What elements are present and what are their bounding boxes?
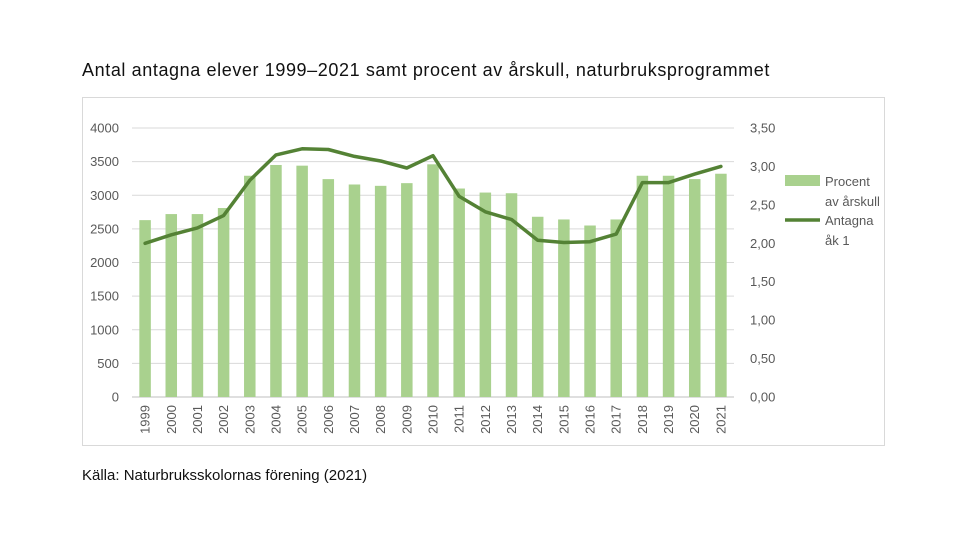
bar bbox=[558, 219, 570, 397]
bar bbox=[165, 214, 178, 397]
y-right-tick-label: 3,00 bbox=[750, 159, 775, 174]
y-right-tick-label: 2,00 bbox=[750, 236, 775, 251]
bar bbox=[453, 188, 465, 397]
x-tick-label: 2005 bbox=[295, 405, 310, 434]
x-tick-label: 2001 bbox=[190, 405, 205, 434]
x-tick-label: 2011 bbox=[452, 405, 467, 433]
legend-swatch-bars bbox=[785, 175, 820, 186]
x-tick-label: 2006 bbox=[321, 405, 336, 434]
bar bbox=[217, 208, 230, 397]
bar bbox=[322, 179, 335, 397]
x-tick-label: 2009 bbox=[399, 405, 414, 434]
x-tick-label: 1999 bbox=[138, 405, 153, 434]
x-tick-label: 2020 bbox=[687, 405, 702, 434]
legend-label: av årskull bbox=[825, 194, 880, 209]
x-tick-label: 2012 bbox=[478, 405, 493, 434]
bar bbox=[715, 173, 727, 397]
source-note: Källa: Naturbruksskolornas förening (202… bbox=[82, 467, 368, 484]
bar bbox=[191, 214, 204, 397]
y-left-tick-label: 3000 bbox=[90, 188, 119, 203]
y-right-tick-label: 3,50 bbox=[750, 121, 775, 136]
bar bbox=[479, 192, 492, 397]
y-left-tick-label: 2000 bbox=[90, 255, 119, 270]
x-tick-label: 2002 bbox=[216, 405, 231, 434]
x-tick-label: 2018 bbox=[635, 405, 650, 434]
bar bbox=[688, 179, 701, 397]
x-tick-label: 2016 bbox=[583, 405, 598, 434]
y-right-tick-label: 1,00 bbox=[750, 313, 775, 328]
x-tick-label: 2010 bbox=[426, 405, 441, 434]
x-tick-label: 2021 bbox=[713, 405, 728, 434]
x-tick-label: 2000 bbox=[164, 405, 179, 434]
chart-title: Antal antagna elever 1999–2021 samt proc… bbox=[82, 60, 770, 80]
bar bbox=[610, 219, 622, 397]
bar bbox=[139, 220, 151, 397]
bar bbox=[374, 185, 387, 397]
bar bbox=[636, 175, 649, 397]
bar bbox=[427, 164, 439, 397]
x-tick-label: 2017 bbox=[609, 405, 624, 434]
y-right-tick-label: 0,00 bbox=[750, 390, 775, 405]
x-tick-label: 2007 bbox=[347, 405, 362, 434]
bar bbox=[270, 164, 282, 397]
bar bbox=[662, 175, 675, 397]
x-tick-label: 2019 bbox=[661, 405, 676, 434]
x-tick-label: 2013 bbox=[504, 405, 519, 434]
bar bbox=[401, 183, 413, 397]
bar bbox=[296, 165, 308, 397]
y-left-tick-label: 500 bbox=[97, 356, 119, 371]
legend-label: Antagna bbox=[825, 213, 874, 228]
y-left-tick-label: 3500 bbox=[90, 154, 119, 169]
legend-label: åk 1 bbox=[825, 233, 850, 248]
y-left-tick-label: 2500 bbox=[90, 221, 119, 236]
x-tick-label: 2015 bbox=[556, 405, 571, 434]
y-left-tick-label: 1500 bbox=[90, 289, 119, 304]
chart-area: 0 500 1000 1500 2000 2500 3000 3500 4000 0,00 0,50… bbox=[82, 97, 885, 446]
y-right-tick-label: 1,50 bbox=[750, 274, 775, 289]
x-tick-label: 2014 bbox=[530, 405, 545, 434]
y-left-tick-label: 1000 bbox=[90, 322, 119, 337]
bar bbox=[244, 175, 256, 397]
bar bbox=[505, 193, 518, 397]
combo-chart: 0 500 1000 1500 2000 2500 3000 3500 4000 0,00 0,50… bbox=[90, 121, 880, 434]
y-left-tick-label: 0 bbox=[112, 390, 119, 405]
bar bbox=[531, 216, 544, 397]
x-tick-label: 2003 bbox=[242, 405, 257, 434]
x-tick-label: 2004 bbox=[268, 405, 283, 434]
y-left-tick-label: 4000 bbox=[90, 121, 119, 136]
y-right-tick-label: 0,50 bbox=[750, 351, 775, 366]
line-series bbox=[143, 147, 723, 246]
bar bbox=[348, 184, 361, 397]
bar bbox=[584, 225, 596, 397]
y-right-tick-label: 2,50 bbox=[750, 197, 775, 212]
legend-label: Procent bbox=[825, 174, 870, 189]
x-tick-label: 2008 bbox=[373, 405, 388, 434]
